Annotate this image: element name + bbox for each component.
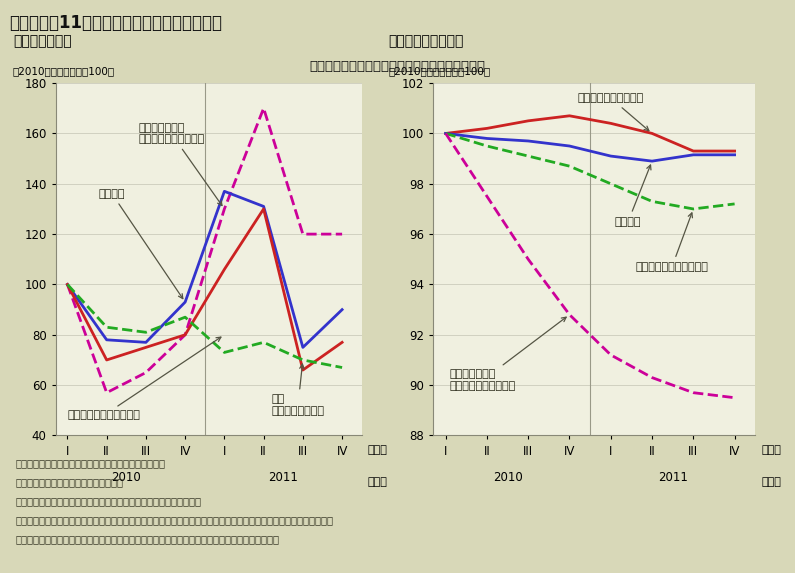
- Text: （１）設備投資: （１）設備投資: [13, 34, 72, 48]
- Text: 2010: 2010: [493, 471, 522, 484]
- Text: 被災３県（除く電力業）: 被災３県（除く電力業）: [68, 337, 221, 421]
- Text: （２）有形固定資産: （２）有形固定資産: [388, 34, 463, 48]
- Text: ３．被災３県は岩手、宮城、福島の三県に本社を置く企業。: ３．被災３県は岩手、宮城、福島の三県に本社を置く企業。: [16, 496, 202, 506]
- Text: 全国（除く被災３県）: 全国（除く被災３県）: [578, 93, 649, 131]
- Text: （2010年第１四半期＝100）: （2010年第１四半期＝100）: [388, 66, 491, 76]
- Text: 沿岸部に事業所があった産業の設備投資は高水準: 沿岸部に事業所があった産業の設備投資は高水準: [309, 60, 486, 73]
- Text: （期）: （期）: [762, 445, 781, 455]
- Text: 被災３県: 被災３県: [615, 165, 651, 226]
- Text: 全国
（除く被災３県）: 全国 （除く被災３県）: [271, 364, 324, 416]
- Text: （年）: （年）: [367, 477, 387, 487]
- Text: 2011: 2011: [268, 471, 298, 484]
- Text: ４．浸水被害があった業種はパルプ・紙・紙加工品製造業、化学工業、石油製品・石炭製品製造業、窯業・土: ４．浸水被害があった業種はパルプ・紙・紙加工品製造業、化学工業、石油製品・石炭製…: [16, 515, 334, 525]
- Text: 2010: 2010: [111, 471, 142, 484]
- Text: （期）: （期）: [367, 445, 387, 455]
- Text: （備考）１．財務省「法人企業統計季報」により作成。: （備考）１．財務省「法人企業統計季報」により作成。: [16, 458, 166, 468]
- Text: （2010年第１四半期＝100）: （2010年第１四半期＝100）: [13, 66, 115, 76]
- Text: 石製品製造業、鉄鋼業、非鉄金属製造業の合計値。第２－１－２図の分析に基づく。: 石製品製造業、鉄鋼業、非鉄金属製造業の合計値。第２－１－２図の分析に基づく。: [16, 534, 280, 544]
- Text: 被災３県のうち
浸水被害があった業種: 被災３県のうち 浸水被害があった業種: [138, 123, 222, 206]
- Text: 2011: 2011: [657, 471, 688, 484]
- Text: 被災３県: 被災３県: [99, 189, 183, 299]
- Text: 第２－１－11図　被災三県の設備投資の動向: 第２－１－11図 被災三県の設備投資の動向: [10, 14, 223, 33]
- Text: ２．個票データの単純集計値。: ２．個票データの単純集計値。: [16, 477, 124, 487]
- Text: （年）: （年）: [762, 477, 781, 487]
- Text: 被災３県（除く電力業）: 被災３県（除く電力業）: [635, 213, 708, 272]
- Text: 被災３県のうち
浸水被害があった業種: 被災３県のうち 浸水被害があった業種: [450, 317, 566, 391]
